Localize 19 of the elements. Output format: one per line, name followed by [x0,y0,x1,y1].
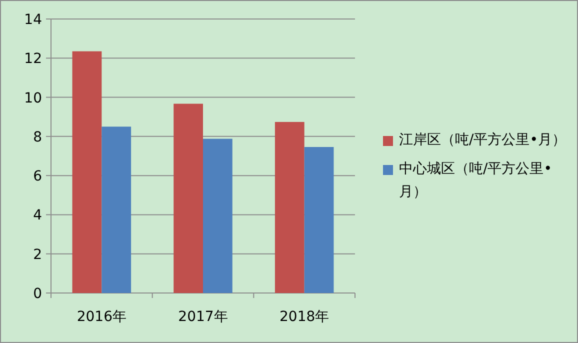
y-tick-label: 2 [33,246,42,263]
y-tick-label: 8 [33,129,42,146]
y-tick-label: 12 [24,51,42,68]
x-tick-label: 2017年 [178,309,228,325]
x-tick-label: 2016年 [76,309,126,325]
legend-label: 江岸区（吨/平方公里•月） [399,132,566,148]
bar [304,146,334,293]
bar [203,138,232,293]
bar [72,51,102,293]
y-tick-label: 14 [24,12,42,28]
bar [102,126,132,293]
y-tick-label: 10 [24,90,42,106]
bar [174,104,203,293]
y-tick-label: 4 [33,208,42,224]
y-tick-label: 0 [33,286,42,302]
x-tick-label: 2018年 [280,309,330,325]
bar [274,122,304,293]
y-tick-label: 6 [33,168,42,185]
legend-label: 中心城区（吨/平方公里•月） [399,161,552,200]
